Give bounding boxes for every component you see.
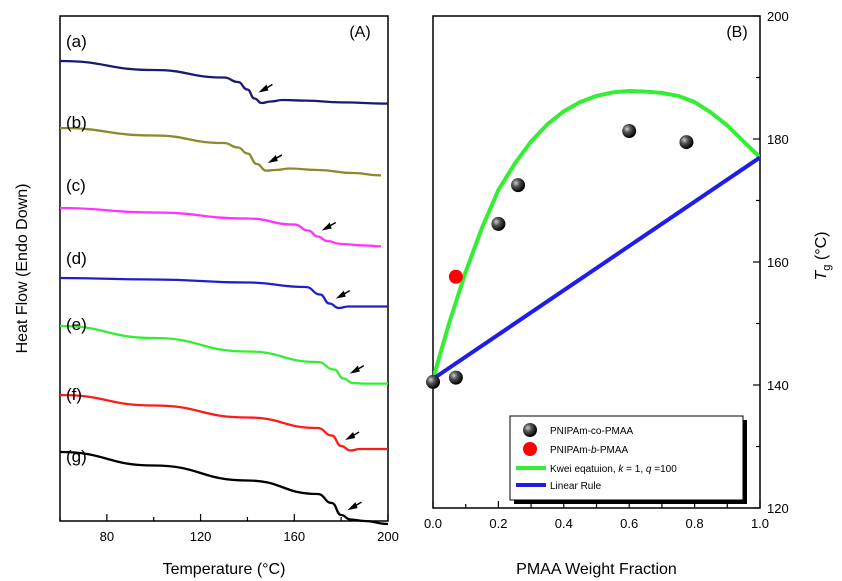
series-line-linear-rule (433, 155, 760, 381)
transition-arrow-head (345, 432, 356, 440)
curve-label-a: (a) (66, 32, 87, 51)
curve-label-c: (c) (66, 176, 86, 195)
panel-label-a: (A) (349, 24, 370, 41)
transition-arrow-head (335, 290, 346, 299)
x-axis-label-a: Temperature (°C) (163, 561, 286, 578)
curve-label-d: (d) (66, 249, 87, 268)
legend-marker-copolymer (523, 423, 537, 437)
x-tick-label-b: 1.0 (751, 516, 769, 531)
y-axis-label-sub: g (821, 265, 833, 271)
legend-entry-kwei: Kwei eqatuion, k = 1, q =100 (550, 464, 677, 475)
data-point-copolymer (622, 124, 637, 139)
y-tick-label-b: 160 (767, 255, 789, 270)
curve-label-f: (f) (66, 385, 82, 404)
y-axis-label-rest: (°C) (813, 232, 830, 265)
x-tick-label-a: 120 (190, 529, 212, 544)
x-tick-label-b: 0.4 (555, 516, 573, 531)
x-tick-label-b: 0.6 (620, 516, 638, 531)
plot-area-b (433, 88, 760, 381)
x-tick-label-a: 80 (100, 529, 114, 544)
x-tick-label-b: 0.0 (424, 516, 442, 531)
x-tick-label-a: 160 (283, 529, 305, 544)
x-tick-label-a: 200 (377, 529, 399, 544)
data-point-copolymer (491, 216, 506, 231)
y-tick-label-b: 120 (767, 501, 789, 516)
legend-entry-block: PNIPAm-b-PMAA (550, 445, 629, 456)
y-axis-label-b: Tg (°C) (813, 232, 833, 281)
x-tick-label-b: 0.8 (686, 516, 704, 531)
transition-arrow-head (267, 154, 278, 163)
data-point-copolymer (511, 178, 526, 193)
dsc-curve-b (59, 126, 382, 177)
x-axis-label-b: PMAA Weight Fraction (516, 561, 677, 578)
curve-label-g: (g) (66, 447, 87, 466)
legend-entry-copolymer: PNIPAm-co-PMAA (550, 426, 633, 437)
dsc-curve-g (59, 450, 389, 526)
legend-box (509, 415, 744, 501)
x-tick-label-b: 0.2 (489, 516, 507, 531)
y-tick-label-b: 180 (767, 132, 789, 147)
dsc-curve-e (59, 324, 388, 385)
plot-frame-a (59, 15, 389, 522)
y-axis-label-main: T (813, 269, 830, 280)
dsc-curve-f (59, 393, 388, 452)
legend-entry-linear: Linear Rule (550, 481, 602, 492)
transition-arrow-head (349, 365, 360, 374)
dsc-curve-a (59, 59, 389, 105)
data-point-block (448, 269, 463, 284)
data-point-copolymer (426, 374, 440, 389)
transition-arrow-head (258, 84, 269, 93)
y-tick-label-b: 140 (767, 378, 789, 393)
panel-a: 80 120 160 200 Temperature (°C) Heat Flow (En… (14, 15, 399, 578)
transition-arrow-head (321, 222, 332, 231)
legend-marker-block (523, 442, 537, 456)
curve-label-b: (b) (66, 113, 87, 132)
transition-arrow-head (347, 502, 358, 511)
dsc-curve-d (59, 276, 388, 310)
data-point-copolymer (679, 135, 694, 150)
series-line-kwei (433, 88, 760, 380)
y-axis-label-a: Heat Flow (Endo Down) (14, 184, 31, 354)
dsc-curve-c (59, 206, 382, 248)
panel-label-b: (B) (726, 24, 747, 41)
curve-label-e: (e) (66, 315, 87, 334)
y-tick-label-b: 200 (767, 9, 789, 24)
data-point-copolymer (448, 370, 463, 385)
